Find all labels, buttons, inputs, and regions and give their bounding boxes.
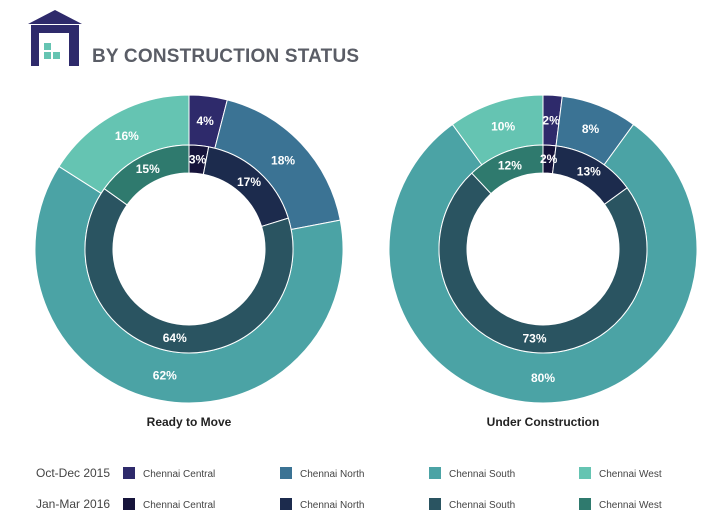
ready-to-move-outer-label-chennai-central: 4% (196, 114, 214, 128)
legend-item-label: Chennai West (599, 500, 662, 511)
ready-to-move-title: Ready to Move (147, 415, 232, 429)
under-construction-donut: 2% 8% 80% 10% 2% 13% 73% 12% Under Construction (388, 94, 698, 429)
ready-to-move-inner-slice-chennai-south (84, 187, 294, 354)
legend-item-label: Chennai South (449, 500, 516, 511)
legend-row-oct-dec-2015: Oct-Dec 2015 Chennai Central Chennai North… (0, 466, 715, 484)
under-construction-inner-label-chennai-south: 73% (523, 332, 547, 346)
legend-item-label: Chennai North (300, 500, 365, 511)
legend-item-label: Chennai West (599, 469, 662, 480)
ready-to-move-outer-label-chennai-south: 62% (153, 369, 177, 383)
building-icon (28, 10, 82, 66)
ready-to-move-inner-label-chennai-central: 3% (189, 152, 207, 166)
legend-swatch (123, 498, 135, 510)
legend-item-label: Chennai North (300, 469, 365, 480)
under-construction-inner-label-chennai-central: 2% (540, 152, 558, 166)
under-construction-outer-label-chennai-south: 80% (531, 371, 555, 385)
legend-period-label: Jan-Mar 2016 (36, 497, 111, 511)
ready-to-move-outer-label-chennai-west: 16% (115, 129, 139, 143)
under-construction-inner-label-chennai-west: 12% (498, 158, 522, 172)
legend-swatch (429, 467, 441, 479)
under-construction-outer-label-chennai-west: 10% (491, 119, 515, 133)
legend-item-label: Chennai South (449, 469, 516, 480)
ready-to-move-inner-label-chennai-west: 15% (136, 162, 160, 176)
legend-row-jan-mar-2016: Jan-Mar 2016 Chennai Central Chennai North… (0, 497, 715, 515)
ready-to-move-inner-slice-chennai-west (103, 144, 190, 206)
ready-to-move-inner-label-chennai-north: 17% (237, 175, 261, 189)
legend-swatch (280, 467, 292, 479)
under-construction-inner-slice-chennai-west (471, 144, 544, 195)
ready-to-move-inner-label-chennai-south: 64% (163, 331, 187, 345)
ready-to-move-donut: 4% 18% 62% 16% 3% 17% 64% 15% Ready to Move (34, 94, 344, 429)
legend-swatch (280, 498, 292, 510)
donut-charts: 4% 18% 62% 16% 3% 17% 64% 15% Ready to Move 2% 8% 8… (34, 94, 698, 429)
under-construction-outer-label-chennai-north: 8% (582, 122, 600, 136)
under-construction-title: Under Construction (487, 415, 600, 429)
under-construction-outer-label-chennai-central: 2% (542, 113, 560, 127)
legend-period-label: Oct-Dec 2015 (36, 466, 111, 480)
legend-swatch (429, 498, 441, 510)
legend-swatch (579, 498, 591, 510)
under-construction-inner-label-chennai-north: 13% (577, 165, 601, 179)
page-title: BY CONSTRUCTION STATUS (92, 46, 360, 67)
legend-item-label: Chennai Central (143, 469, 216, 480)
ready-to-move-outer-label-chennai-north: 18% (271, 154, 295, 168)
under-construction-inner-slice-chennai-south (438, 172, 648, 354)
legend-swatch (123, 467, 135, 479)
legend-swatch (579, 467, 591, 479)
legend-item-label: Chennai Central (143, 500, 216, 511)
